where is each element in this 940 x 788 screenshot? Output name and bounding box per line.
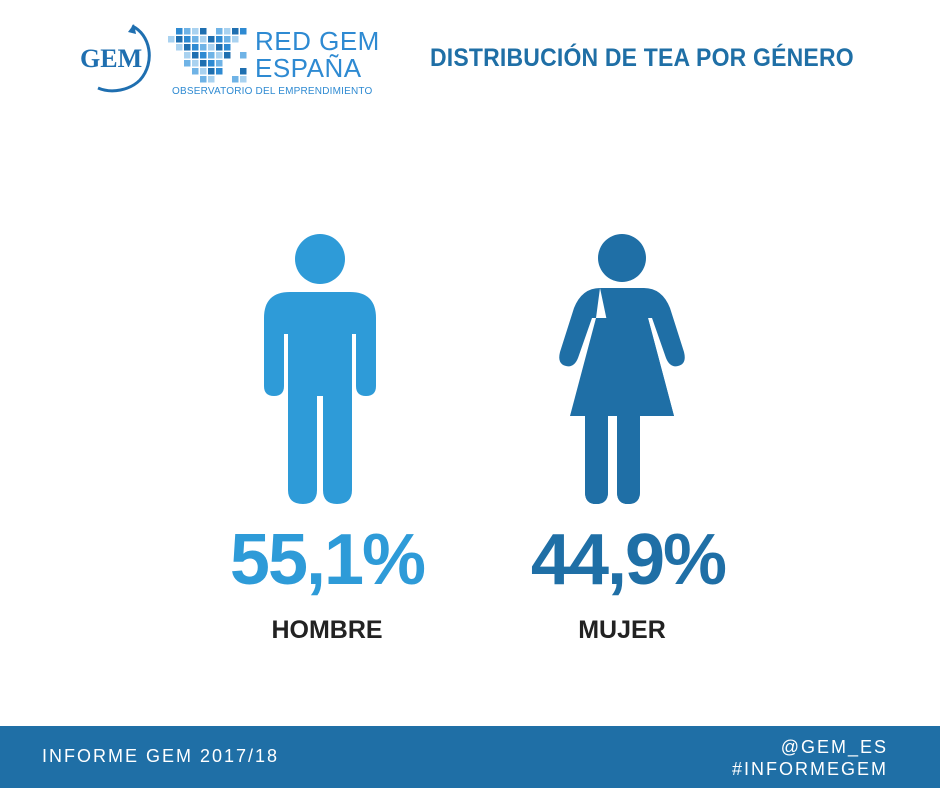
mosaic-cell — [200, 52, 207, 59]
gem-logo-text: GEM — [80, 44, 143, 73]
mosaic-cell — [208, 68, 215, 75]
category-label-hombre: HOMBRE — [271, 616, 383, 644]
mosaic-cell — [200, 44, 207, 51]
mosaic-cell — [192, 52, 199, 59]
mosaic-cell — [240, 68, 247, 75]
mosaic-cell — [208, 52, 215, 59]
gem-logo-arc-icon — [97, 24, 151, 93]
mosaic-cell — [200, 76, 207, 83]
category-label-mujer: MUJER — [578, 616, 666, 644]
mosaic-cell — [208, 76, 215, 83]
value-label-mujer: 44,9% — [530, 520, 727, 600]
mosaic-cell — [184, 36, 191, 43]
mosaic-cell — [184, 28, 191, 35]
mosaic-cell — [200, 36, 207, 43]
mosaic-cell — [176, 36, 183, 43]
red-gem-mosaic-logo — [168, 28, 247, 83]
red-gem-subtitle: OBSERVATORIO DEL EMPRENDIMIENTO — [172, 86, 373, 97]
mosaic-cell — [232, 28, 239, 35]
woman-icon — [559, 234, 685, 504]
mosaic-cell — [232, 36, 239, 43]
pictogram-chart: 55,1% 44,9% HOMBRE MUJER — [0, 200, 940, 660]
mosaic-cell — [184, 44, 191, 51]
mosaic-cell — [200, 28, 207, 35]
mosaic-cell — [240, 76, 247, 83]
pictogram-svg — [264, 234, 685, 504]
mosaic-cell — [216, 44, 223, 51]
mosaic-cell — [240, 28, 247, 35]
footer-social: @GEM_ES #INFORMEGEM — [732, 736, 888, 780]
mosaic-cell — [176, 44, 183, 51]
hashtag[interactable]: #INFORMEGEM — [731, 759, 888, 779]
mosaic-cell — [208, 60, 215, 67]
twitter-handle[interactable]: @GEM_ES — [780, 737, 888, 757]
mosaic-cell — [192, 68, 199, 75]
mosaic-cell — [192, 28, 199, 35]
man-icon — [264, 234, 376, 504]
footer-bar: INFORME GEM 2017/18 @GEM_ES #INFORMEGEM — [0, 726, 940, 788]
red-gem-title: RED GEM ESPAÑA — [255, 28, 380, 82]
gem-logo: GEM — [78, 22, 158, 94]
mosaic-cell — [192, 60, 199, 67]
mosaic-cell — [216, 52, 223, 59]
red-gem-line1: RED GEM — [255, 26, 380, 56]
mosaic-cell — [200, 60, 207, 67]
mosaic-cell — [224, 52, 231, 59]
mosaic-cell — [184, 60, 191, 67]
mosaic-cell — [224, 36, 231, 43]
value-label-hombre: 55,1% — [229, 520, 426, 600]
mosaic-cell — [192, 44, 199, 51]
mosaic-cell — [216, 36, 223, 43]
mosaic-cell — [200, 68, 207, 75]
mosaic-cell — [192, 36, 199, 43]
mosaic-cell — [224, 28, 231, 35]
mosaic-cell — [240, 52, 247, 59]
header: GEM RED GEM ESPAÑA OBSERVATORIO DEL EMPR… — [0, 0, 940, 110]
mosaic-cell — [168, 36, 175, 43]
page-title: DISTRIBUCIÓN DE TEA POR GÉNERO — [430, 44, 854, 72]
mosaic-cell — [208, 44, 215, 51]
footer-report-label: INFORME GEM 2017/18 — [42, 746, 280, 766]
mosaic-cell — [176, 28, 183, 35]
mosaic-cell — [224, 44, 231, 51]
mosaic-cell — [184, 52, 191, 59]
mosaic-cell — [216, 60, 223, 67]
mosaic-cell — [216, 28, 223, 35]
mosaic-cell — [208, 36, 215, 43]
mosaic-cell — [232, 76, 239, 83]
red-gem-line2: ESPAÑA — [255, 53, 362, 83]
mosaic-cell — [216, 68, 223, 75]
